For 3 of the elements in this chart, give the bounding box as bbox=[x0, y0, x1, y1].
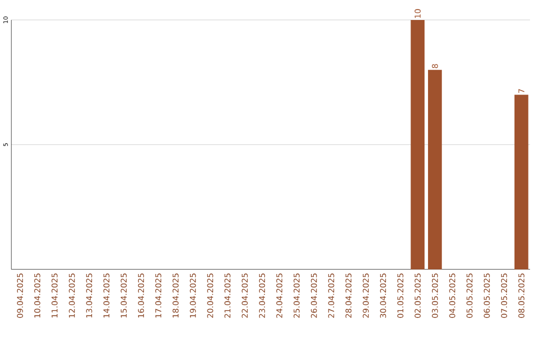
bar bbox=[514, 94, 528, 270]
bar bbox=[410, 20, 425, 270]
bar bbox=[428, 70, 442, 270]
